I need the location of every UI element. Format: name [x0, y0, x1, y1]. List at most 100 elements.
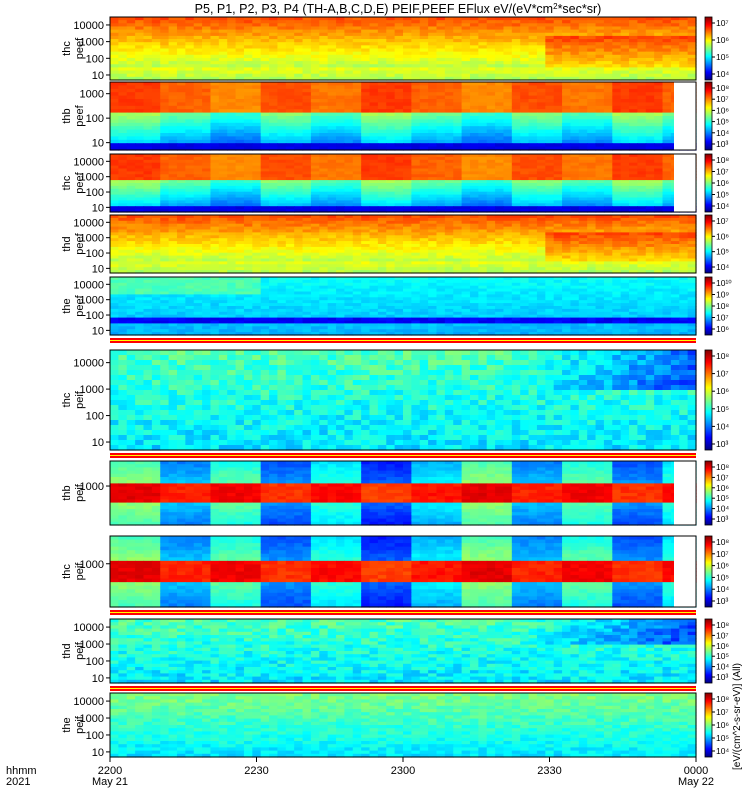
heatmap-cell — [160, 51, 170, 56]
heatmap-cell — [603, 122, 613, 127]
heatmap-cell — [210, 95, 220, 100]
heatmap-cell — [403, 99, 412, 103]
heatmap-cell — [218, 48, 228, 53]
heatmap-cell — [227, 119, 237, 124]
heatmap-cell — [336, 143, 345, 148]
heatmap-cell — [687, 57, 697, 62]
heatmap-cell — [352, 61, 362, 65]
heatmap-cell — [294, 92, 304, 97]
heatmap-cell — [185, 57, 195, 62]
chart-title: P5, P1, P2, P3, P4 (TH-A,B,C,D,E) PEIF,P… — [195, 2, 602, 17]
heatmap-cell — [227, 105, 237, 110]
heatmap-cell — [511, 73, 521, 78]
heatmap-cell — [227, 51, 237, 56]
heatmap-cell — [285, 102, 295, 107]
heatmap-cell — [620, 119, 630, 124]
heatmap-cell — [570, 20, 580, 24]
heatmap-cell — [545, 76, 555, 81]
heatmap-cell — [570, 51, 580, 56]
heatmap-cell — [469, 102, 479, 107]
heatmap-cell — [394, 42, 404, 46]
heatmap-cell — [528, 99, 538, 103]
heatmap-cell — [603, 112, 613, 117]
heatmap-cell — [336, 57, 345, 62]
heatmap-cell — [511, 23, 521, 28]
heatmap-cell — [670, 20, 680, 24]
heatmap-cell — [168, 76, 178, 81]
heatmap-cell — [461, 39, 471, 43]
heatmap-cell — [603, 119, 613, 124]
heatmap-cell — [377, 42, 387, 46]
heatmap-cell — [511, 76, 521, 81]
heatmap-cell — [210, 54, 220, 59]
heatmap-cell — [235, 29, 245, 34]
heatmap-cell — [469, 45, 479, 50]
heatmap-cell — [377, 133, 387, 137]
heatmap-cell — [260, 48, 270, 53]
heatmap-cell — [403, 116, 412, 120]
heatmap-cell — [536, 99, 546, 103]
heatmap-cell — [637, 88, 647, 93]
heatmap-cell — [336, 92, 345, 97]
heatmap-cell — [202, 102, 212, 107]
heatmap-cell — [419, 48, 429, 53]
heatmap-cell — [160, 54, 170, 59]
heatmap-cell — [570, 67, 580, 72]
heatmap-cell — [176, 122, 186, 127]
heatmap-cell — [176, 112, 186, 117]
heatmap-cell — [444, 95, 454, 100]
heatmap-cell — [310, 39, 320, 43]
heatmap-cell — [478, 35, 488, 40]
heatmap-cell — [629, 64, 638, 68]
heatmap-cell — [202, 54, 212, 59]
heatmap-cell — [411, 143, 421, 148]
heatmap-cell — [243, 99, 253, 103]
heatmap-cell — [536, 26, 546, 31]
heatmap-cell — [227, 70, 237, 75]
heatmap-cell — [377, 122, 387, 127]
heatmap-cell — [478, 99, 488, 103]
heatmap-cell — [327, 143, 337, 148]
heatmap-cell — [620, 48, 630, 53]
heatmap-cell — [336, 76, 345, 81]
heatmap-cell — [553, 102, 563, 107]
heatmap-cell — [578, 102, 588, 107]
heatmap-cell — [461, 122, 471, 127]
heatmap-cell — [336, 51, 345, 56]
heatmap-cell — [377, 95, 387, 100]
heatmap-cell — [587, 76, 597, 81]
panel-frame — [109, 16, 697, 81]
heatmap-cell — [126, 82, 136, 86]
heatmap-cell — [536, 45, 546, 50]
heatmap-cell — [461, 20, 471, 24]
heatmap-cell — [277, 133, 287, 137]
heatmap-cell — [654, 102, 664, 107]
heatmap-cell — [662, 70, 672, 75]
heatmap-cell — [587, 26, 597, 31]
heatmap-cell — [277, 95, 287, 100]
heatmap-cell — [553, 20, 563, 24]
heatmap-cell — [654, 136, 664, 141]
heatmap-cell — [662, 92, 672, 97]
heatmap-cell — [453, 122, 463, 127]
heatmap-cell — [503, 39, 513, 43]
heatmap-cell — [419, 64, 429, 68]
heatmap-cell — [344, 57, 354, 62]
heatmap-cell — [327, 54, 337, 59]
heatmap-cell — [411, 136, 421, 141]
heatmap-cell — [210, 92, 220, 97]
heatmap-cell — [612, 45, 622, 50]
heatmap-cell — [637, 122, 647, 127]
heatmap-cell — [486, 76, 496, 81]
heatmap-cell — [520, 136, 530, 141]
heatmap-cell — [478, 67, 488, 72]
heatmap-cell — [645, 133, 655, 137]
heatmap-cell — [486, 35, 496, 40]
heatmap-cell — [176, 17, 186, 21]
heatmap-cell — [277, 136, 287, 141]
heatmap-cell — [394, 95, 404, 100]
heatmap-cell — [336, 119, 345, 124]
heatmap-cell — [210, 143, 220, 148]
heatmap-cell — [202, 95, 212, 100]
heatmap-cell — [143, 85, 153, 90]
